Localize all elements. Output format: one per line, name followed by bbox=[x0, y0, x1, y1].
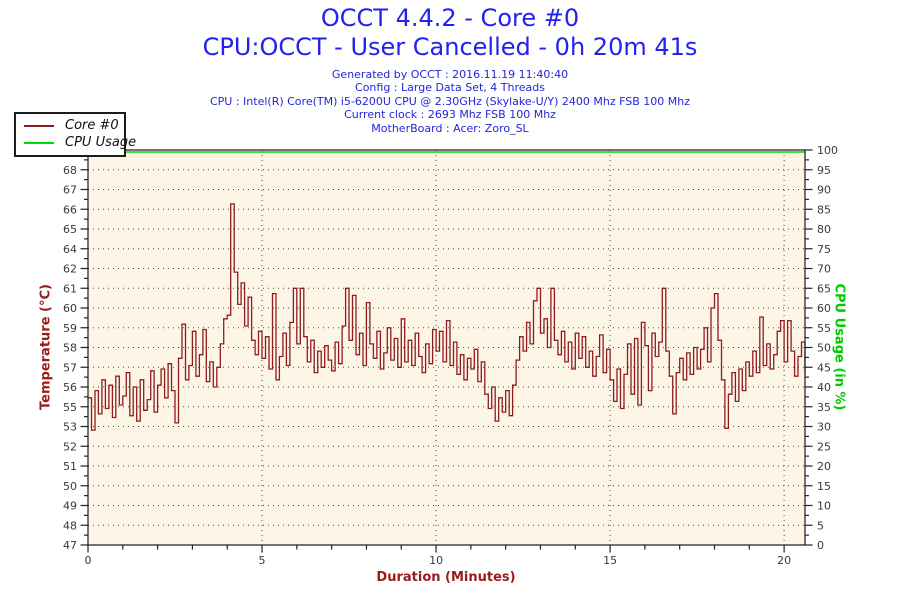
info-block: Generated by OCCT : 2016.11.19 11:40:40 … bbox=[0, 68, 900, 135]
info-current-clock: Current clock : 2693 Mhz FSB 100 Mhz bbox=[344, 108, 556, 122]
legend: Core #0 CPU Usage bbox=[14, 112, 136, 157]
legend-label-core0: Core #0 bbox=[65, 118, 119, 133]
y-axis-label-left: Temperature (°C) bbox=[38, 284, 54, 410]
x-tick-labels: 0 5 10 15 20 bbox=[85, 554, 792, 567]
svg-text:62: 62 bbox=[63, 263, 77, 276]
svg-text:57: 57 bbox=[63, 361, 77, 374]
svg-text:48: 48 bbox=[63, 519, 77, 532]
svg-text:0: 0 bbox=[817, 539, 824, 552]
chart-title-line-1: OCCT 4.4.2 - Core #0 bbox=[320, 4, 580, 32]
svg-text:56: 56 bbox=[63, 381, 77, 394]
svg-text:65: 65 bbox=[817, 282, 831, 295]
svg-text:20: 20 bbox=[817, 460, 831, 473]
svg-text:67: 67 bbox=[63, 184, 77, 197]
svg-text:25: 25 bbox=[817, 440, 831, 453]
svg-text:65: 65 bbox=[63, 223, 77, 236]
svg-text:52: 52 bbox=[63, 440, 77, 453]
legend-label-cpu-usage: CPU Usage bbox=[65, 135, 137, 150]
svg-text:47: 47 bbox=[63, 539, 77, 552]
svg-text:68: 68 bbox=[63, 164, 77, 177]
v-gridlines bbox=[261, 150, 785, 545]
svg-text:30: 30 bbox=[817, 421, 831, 434]
svg-text:55: 55 bbox=[817, 322, 831, 335]
svg-text:55: 55 bbox=[63, 401, 77, 414]
info-generated-by: Generated by OCCT : 2016.11.19 11:40:40 bbox=[331, 68, 569, 81]
svg-text:51: 51 bbox=[63, 460, 77, 473]
svg-text:59: 59 bbox=[63, 322, 77, 335]
svg-text:45: 45 bbox=[817, 361, 831, 374]
svg-text:10: 10 bbox=[817, 500, 831, 513]
svg-text:85: 85 bbox=[817, 203, 831, 216]
chart-title-line-2: CPU:OCCT - User Cancelled - 0h 20m 41s bbox=[202, 33, 698, 61]
info-motherboard: MotherBoard : Acer: Zoro_SL bbox=[371, 121, 529, 135]
svg-text:49: 49 bbox=[63, 500, 77, 513]
svg-text:70: 70 bbox=[817, 263, 831, 276]
svg-text:5: 5 bbox=[259, 554, 266, 567]
legend-item-core0: Core #0 bbox=[16, 117, 124, 134]
info-cpu: CPU : Intel(R) Core(TM) i5-6200U CPU @ 2… bbox=[209, 94, 691, 108]
svg-text:20: 20 bbox=[777, 554, 791, 567]
svg-text:0: 0 bbox=[85, 554, 92, 567]
y-left-tick-labels: 47 48 49 50 51 52 53 55 56 57 58 59 60 61 62 64 65 66 67 68… bbox=[63, 144, 77, 552]
svg-text:90: 90 bbox=[817, 184, 831, 197]
y-right-tick-labels: 0 5 10 15 20 25 30 35 40 45 50 55 60 65 70 75 80 85 90 95 10… bbox=[817, 144, 838, 552]
svg-text:64: 64 bbox=[63, 243, 77, 256]
svg-text:60: 60 bbox=[63, 302, 77, 315]
svg-text:35: 35 bbox=[817, 401, 831, 414]
legend-item-cpu-usage: CPU Usage bbox=[16, 134, 136, 151]
svg-text:75: 75 bbox=[817, 243, 831, 256]
axis-ticks bbox=[80, 149, 813, 553]
svg-text:15: 15 bbox=[817, 480, 831, 493]
y-axis-label-right: CPU Usage (in %) bbox=[831, 283, 847, 411]
temperature-line bbox=[88, 203, 806, 431]
svg-text:50: 50 bbox=[817, 342, 831, 355]
svg-text:5: 5 bbox=[817, 519, 824, 532]
info-config: Config : Large Data Set, 4 Threads bbox=[355, 81, 545, 95]
svg-text:95: 95 bbox=[817, 164, 831, 177]
core0-line-sample bbox=[24, 124, 54, 127]
x-axis-label: Duration (Minutes) bbox=[376, 570, 516, 585]
svg-text:60: 60 bbox=[817, 302, 831, 315]
svg-text:15: 15 bbox=[603, 554, 617, 567]
svg-text:61: 61 bbox=[63, 282, 77, 295]
svg-text:58: 58 bbox=[63, 342, 77, 355]
svg-text:100: 100 bbox=[817, 144, 838, 157]
svg-text:10: 10 bbox=[429, 554, 443, 567]
svg-text:40: 40 bbox=[817, 381, 831, 394]
svg-text:80: 80 bbox=[817, 223, 831, 236]
svg-text:50: 50 bbox=[63, 480, 77, 493]
cpu-usage-line-sample bbox=[24, 141, 54, 144]
svg-text:66: 66 bbox=[63, 203, 77, 216]
svg-text:53: 53 bbox=[63, 421, 77, 434]
